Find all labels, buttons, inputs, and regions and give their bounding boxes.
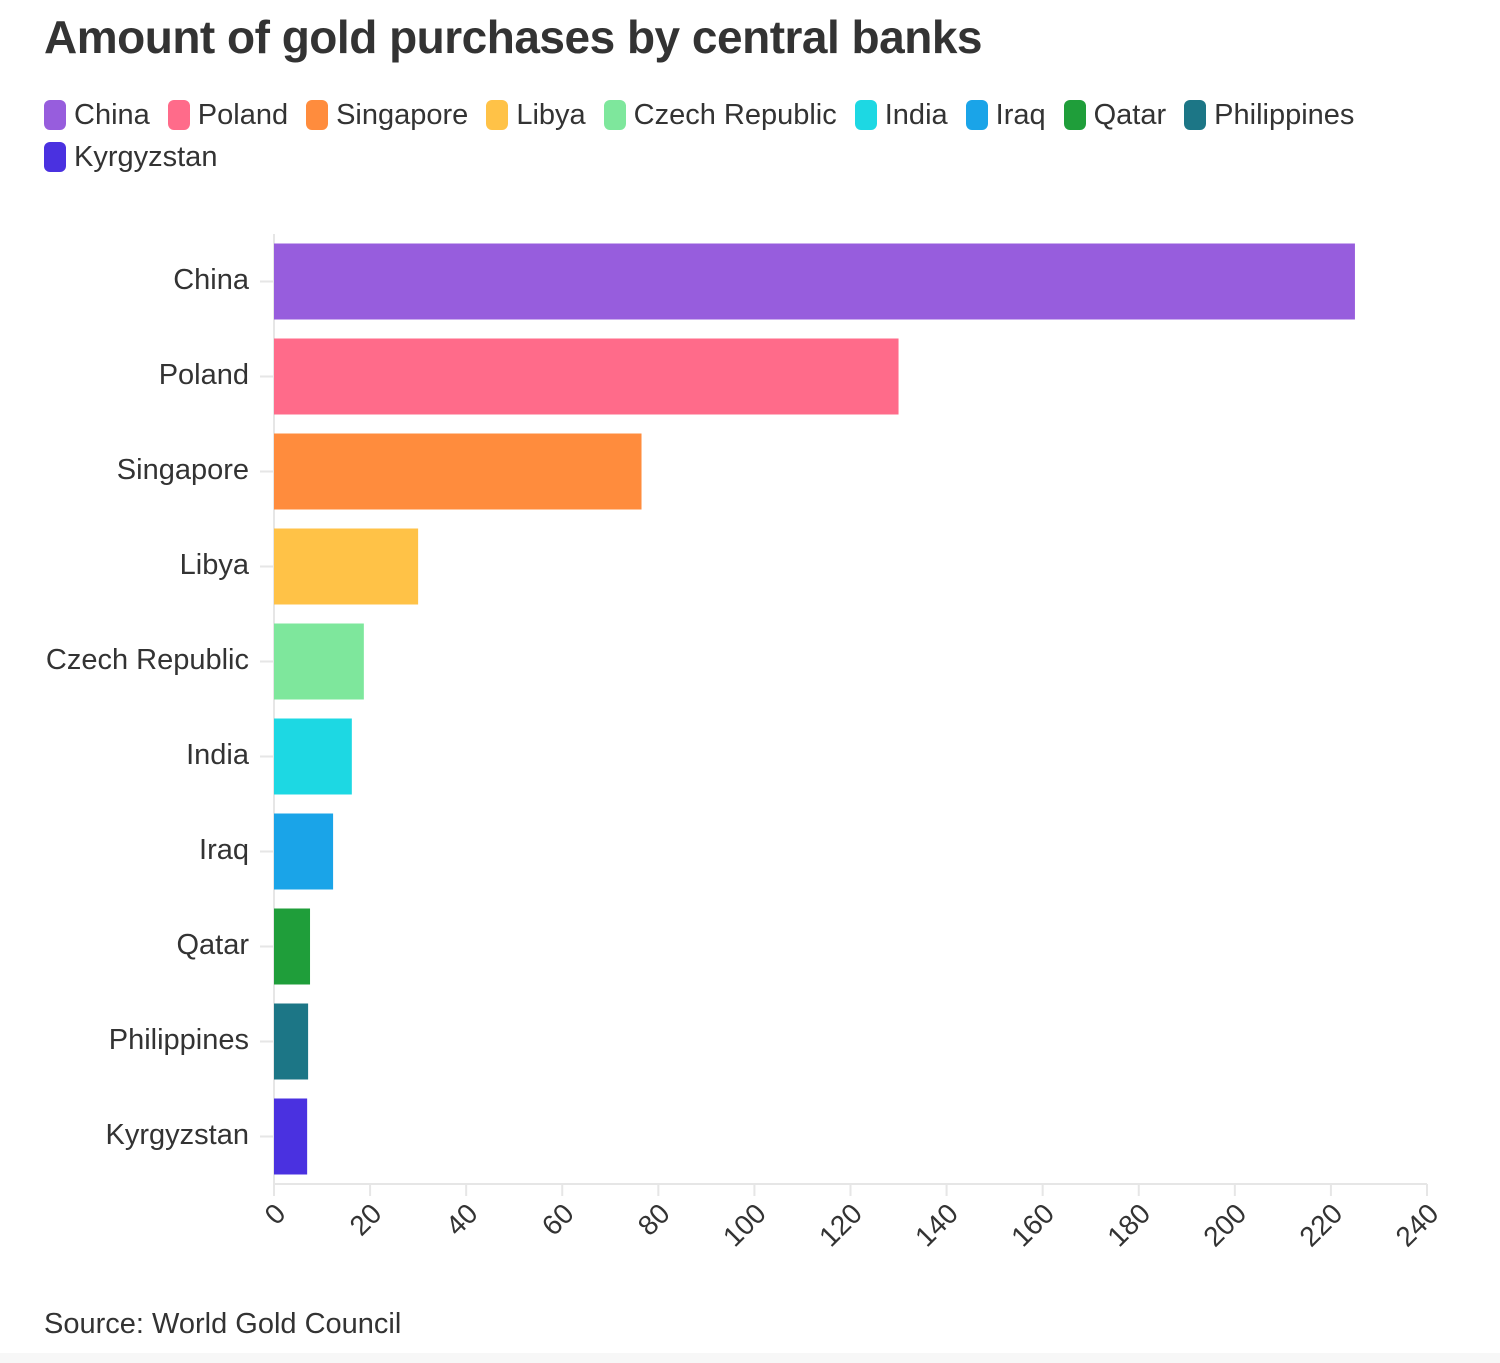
legend-label-singapore: Singapore [336,98,469,131]
legend-label-china: China [74,98,150,131]
legend-label-czech-republic: Czech Republic [633,98,837,131]
x-tick-label-60: 60 [536,1198,580,1242]
bar-poland [274,338,899,415]
legend-label-india: India [884,98,948,131]
legend-label-poland: Poland [197,98,289,131]
legend-swatch-philippines [1184,100,1207,130]
y-tick-label-kyrgyzstan: Kyrgyzstan [106,1119,249,1151]
legend-item-india: India [854,98,948,131]
chart-title: Amount of gold purchases by central bank… [44,11,983,63]
y-tick-label-libya: Libya [180,549,250,581]
x-tick-label-40: 40 [440,1198,484,1242]
legend-label-qatar: Qatar [1093,98,1167,131]
legend-item-czech-republic: Czech Republic [603,98,837,131]
bar-singapore [274,433,642,510]
legend-item-poland: Poland [167,98,289,131]
bar-iraq [274,813,334,890]
legend-swatch-qatar [1063,100,1086,130]
x-tick-label-0: 0 [259,1198,292,1231]
y-tick-label-poland: Poland [159,359,249,391]
x-tick-label-200: 200 [1197,1198,1252,1253]
legend-label-philippines: Philippines [1214,98,1355,131]
x-tick-label-120: 120 [813,1198,868,1253]
bar-kyrgyzstan [274,1098,308,1175]
legend-swatch-libya [486,100,509,130]
legend-item-iraq: Iraq [965,98,1046,131]
legend-item-qatar: Qatar [1063,98,1167,131]
legend-item-kyrgyzstan: Kyrgyzstan [44,140,218,173]
y-tick-label-singapore: Singapore [117,454,249,486]
x-tick-label-140: 140 [909,1198,964,1253]
legend-swatch-kyrgyzstan [44,142,66,172]
y-tick-label-india: India [186,739,250,771]
legend-label-libya: Libya [516,98,586,131]
legend-item-singapore: Singapore [306,98,469,131]
x-tick-label-240: 240 [1390,1198,1445,1253]
y-tick-label-iraq: Iraq [199,834,249,866]
bar-philippines [274,1003,309,1080]
legend-label-kyrgyzstan: Kyrgyzstan [74,140,218,173]
legend-swatch-czech-republic [603,100,626,130]
x-tick-label-20: 20 [344,1198,388,1242]
x-tick-label-220: 220 [1293,1198,1348,1253]
bar-qatar [274,908,311,985]
chart-legend: China Poland Singapore Libya Czech Republic I… [44,98,1464,173]
legend-swatch-singapore [306,100,329,130]
legend-item-philippines: Philippines [1184,98,1355,131]
legend-swatch-china [44,100,66,130]
y-tick-label-qatar: Qatar [176,929,249,961]
x-tick-label-180: 180 [1101,1198,1156,1253]
bar-india [274,718,352,795]
y-tick-label-china: China [173,264,250,296]
source-note: Source: World Gold Council [44,1308,402,1340]
x-tick-label-80: 80 [632,1198,676,1242]
legend-item-china: China [44,98,150,131]
legend-swatch-india [854,100,877,130]
bar-czech-republic [274,623,364,700]
legend-item-libya: Libya [486,98,586,131]
bar-libya [274,528,419,605]
bar-chart: China Poland Singapore Libya Czech Republic I… [46,234,1445,1253]
y-tick-label-czech-republic: Czech Republic [46,644,249,676]
x-tick-label-100: 100 [717,1198,772,1253]
x-tick-label-160: 160 [1005,1198,1060,1253]
y-tick-label-philippines: Philippines [109,1024,249,1056]
bar-china [274,243,1355,320]
legend-swatch-iraq [965,100,988,130]
legend-label-iraq: Iraq [995,98,1046,131]
bottom-band [0,1353,1500,1363]
legend-swatch-poland [167,100,190,130]
